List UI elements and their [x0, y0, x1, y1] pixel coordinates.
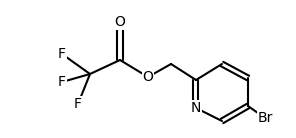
Text: F: F [58, 47, 66, 61]
Text: F: F [74, 97, 82, 111]
Text: F: F [58, 75, 66, 89]
Text: N: N [191, 101, 201, 115]
Text: Br: Br [257, 111, 273, 125]
Text: O: O [143, 70, 153, 84]
Text: O: O [115, 15, 126, 29]
